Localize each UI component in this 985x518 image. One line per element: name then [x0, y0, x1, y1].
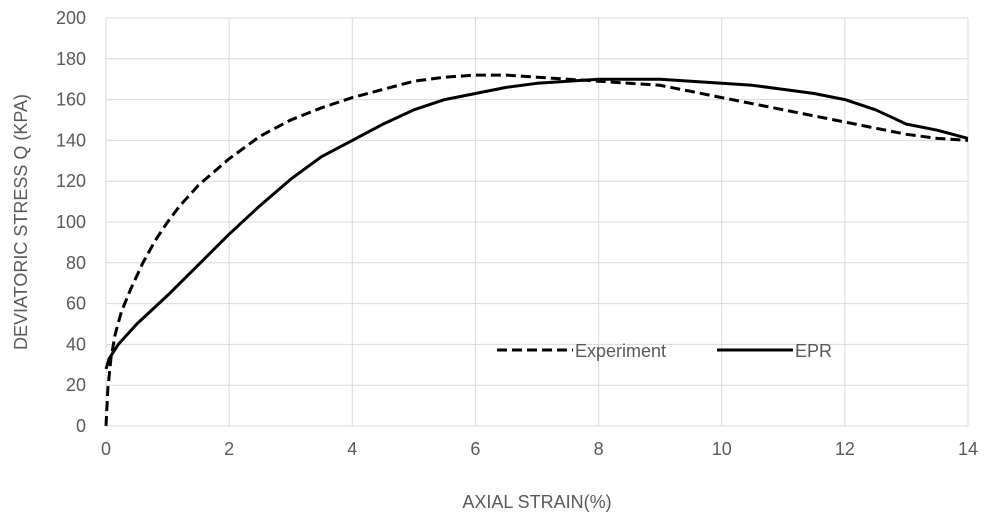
- grid: [105, 17, 969, 427]
- x-tick-label: 6: [470, 439, 480, 459]
- y-tick-label: 200: [56, 8, 86, 28]
- legend-label-epr: EPR: [795, 341, 832, 361]
- y-tick-label: 120: [56, 171, 86, 191]
- y-tick-label: 180: [56, 49, 86, 69]
- x-axis-title: AXIAL STRAIN(%): [462, 492, 611, 512]
- y-tick-label: 140: [56, 130, 86, 150]
- x-tick-label: 12: [835, 439, 855, 459]
- y-tick-label: 20: [66, 375, 86, 395]
- y-axis-title: DEVIATORIC STRESS Q (KPA): [11, 94, 31, 350]
- y-tick-label: 80: [66, 253, 86, 273]
- x-tick-label: 8: [594, 439, 604, 459]
- legend: Experiment EPR: [497, 341, 832, 361]
- legend-label-experiment: Experiment: [575, 341, 666, 361]
- series-lines: [104, 73, 969, 427]
- y-tick-label: 160: [56, 90, 86, 110]
- y-tick-label: 0: [76, 416, 86, 436]
- y-tick-label: 40: [66, 334, 86, 354]
- series-line-epr: [104, 77, 969, 370]
- x-tick-label: 0: [101, 439, 111, 459]
- x-tick-label: 4: [347, 439, 357, 459]
- x-tick-label: 10: [712, 439, 732, 459]
- y-tick-label: 60: [66, 294, 86, 314]
- x-tick-label: 2: [224, 439, 234, 459]
- series-line-experiment: [104, 73, 969, 427]
- y-tick-label: 100: [56, 212, 86, 232]
- x-tick-label: 14: [958, 439, 978, 459]
